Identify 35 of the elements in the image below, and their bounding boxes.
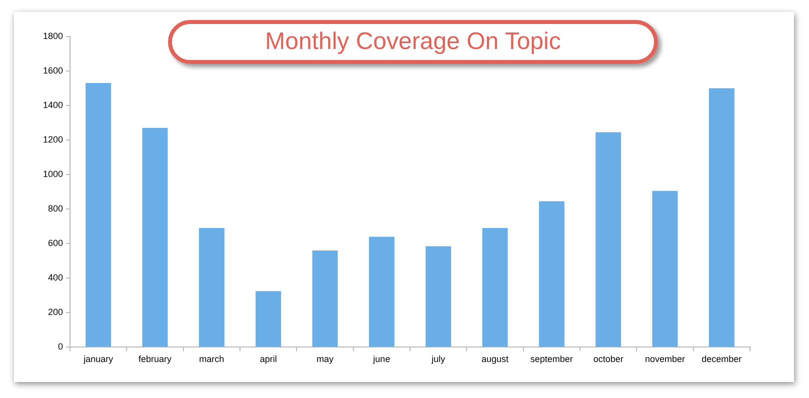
y-tick-label: 400 bbox=[48, 272, 64, 283]
bar bbox=[482, 228, 508, 347]
bar bbox=[312, 250, 338, 347]
bar bbox=[538, 201, 564, 347]
x-tick-label: november bbox=[644, 354, 686, 364]
x-tick-label: february bbox=[138, 354, 172, 364]
bar bbox=[86, 83, 112, 347]
y-tick-label: 1200 bbox=[42, 134, 64, 144]
x-tick-label: may bbox=[316, 354, 334, 364]
x-tick-label: august bbox=[481, 354, 510, 364]
y-tick-label: 1800 bbox=[42, 30, 64, 41]
x-tick-label: april bbox=[260, 354, 277, 364]
bar bbox=[708, 88, 734, 347]
y-tick-label: 1600 bbox=[42, 65, 64, 76]
bar bbox=[142, 128, 168, 347]
x-tick-label: july bbox=[430, 354, 446, 364]
x-tick-label: october bbox=[593, 354, 624, 364]
x-tick-label: september bbox=[530, 354, 573, 364]
y-tick-label: 200 bbox=[48, 307, 64, 318]
bar bbox=[256, 291, 282, 347]
bar bbox=[652, 190, 678, 347]
y-tick-label: 1000 bbox=[42, 169, 64, 180]
y-tick-label: 800 bbox=[48, 204, 64, 214]
bar bbox=[426, 246, 452, 347]
y-tick-label: 1400 bbox=[42, 100, 64, 110]
x-tick-label: january bbox=[82, 354, 114, 364]
bar bbox=[198, 228, 224, 347]
y-tick-label: 600 bbox=[48, 238, 64, 248]
bar bbox=[596, 132, 622, 347]
chart-title: Monthly Coverage On Topic bbox=[264, 28, 562, 56]
x-tick-label: march bbox=[199, 354, 224, 364]
x-tick-label: june bbox=[372, 354, 390, 364]
x-tick-label: december bbox=[702, 354, 742, 364]
bar bbox=[368, 236, 394, 347]
y-tick-label: 0 bbox=[58, 342, 64, 352]
